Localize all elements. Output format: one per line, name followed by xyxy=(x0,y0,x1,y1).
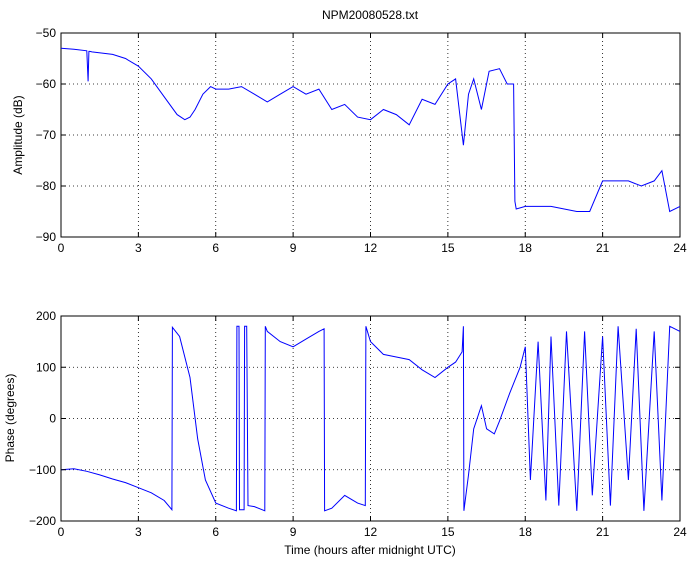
phase-x-tick-label: 15 xyxy=(441,525,455,539)
amplitude-trace xyxy=(60,47,681,213)
amplitude-ticks: 0 3 6 9 12 15 18 21 24 −50 −60 −70 −80 −90 xyxy=(36,26,687,255)
amplitude-y-label: Amplitude (dB) xyxy=(11,95,25,174)
phase-y-tick-label: 100 xyxy=(36,360,56,374)
amplitude-x-tick-label: 24 xyxy=(673,241,687,255)
amplitude-axes: 0 3 6 9 12 15 18 21 24 −50 −60 −70 −80 −90 NPM2008052… xyxy=(11,8,687,255)
amplitude-x-tick-label: 21 xyxy=(596,241,610,255)
phase-x-label: Time (hours after midnight UTC) xyxy=(284,543,456,557)
amplitude-y-tick-label: −80 xyxy=(36,179,57,193)
phase-x-tick-label: 21 xyxy=(596,525,610,539)
phase-axes: 0 3 6 9 12 15 18 21 24 200 100 0 −100 −200 Time (hour… xyxy=(3,309,687,557)
phase-y-label: Phase (degrees) xyxy=(3,374,17,463)
amplitude-x-tick-label: 9 xyxy=(290,241,297,255)
amplitude-x-tick-label: 12 xyxy=(364,241,378,255)
amplitude-x-tick-label: 15 xyxy=(441,241,455,255)
amplitude-y-tick-label: −60 xyxy=(36,77,57,91)
phase-x-tick-label: 12 xyxy=(364,525,378,539)
phase-plot-frame xyxy=(60,315,681,522)
amplitude-x-tick-label: 0 xyxy=(58,241,65,255)
phase-y-tick-label: 200 xyxy=(36,309,56,323)
amplitude-chart-title: NPM20080528.txt xyxy=(322,8,419,22)
phase-x-tick-label: 6 xyxy=(212,525,219,539)
amplitude-x-tick-label: 18 xyxy=(519,241,533,255)
phase-x-tick-label: 9 xyxy=(290,525,297,539)
amplitude-y-tick-label: −90 xyxy=(36,230,57,244)
phase-ticks: 0 3 6 9 12 15 18 21 24 200 100 0 −100 −200 xyxy=(29,309,687,539)
amplitude-series-line xyxy=(60,47,681,213)
amplitude-y-tick-label: −70 xyxy=(36,128,57,142)
phase-x-tick-label: 18 xyxy=(519,525,533,539)
phase-x-tick-label: 0 xyxy=(58,525,65,539)
phase-y-tick-label: −200 xyxy=(29,514,56,528)
phase-series-line xyxy=(60,325,681,512)
phase-x-tick-label: 24 xyxy=(673,525,687,539)
phase-x-tick-label: 3 xyxy=(135,525,142,539)
amplitude-y-tick-label: −50 xyxy=(36,26,57,40)
phase-y-tick-label: 0 xyxy=(49,412,56,426)
phase-y-tick-label: −100 xyxy=(29,463,56,477)
amplitude-x-tick-label: 6 xyxy=(212,241,219,255)
amplitude-x-tick-label: 3 xyxy=(135,241,142,255)
amplitude-plot-frame xyxy=(60,32,681,238)
phase-trace xyxy=(60,325,681,512)
